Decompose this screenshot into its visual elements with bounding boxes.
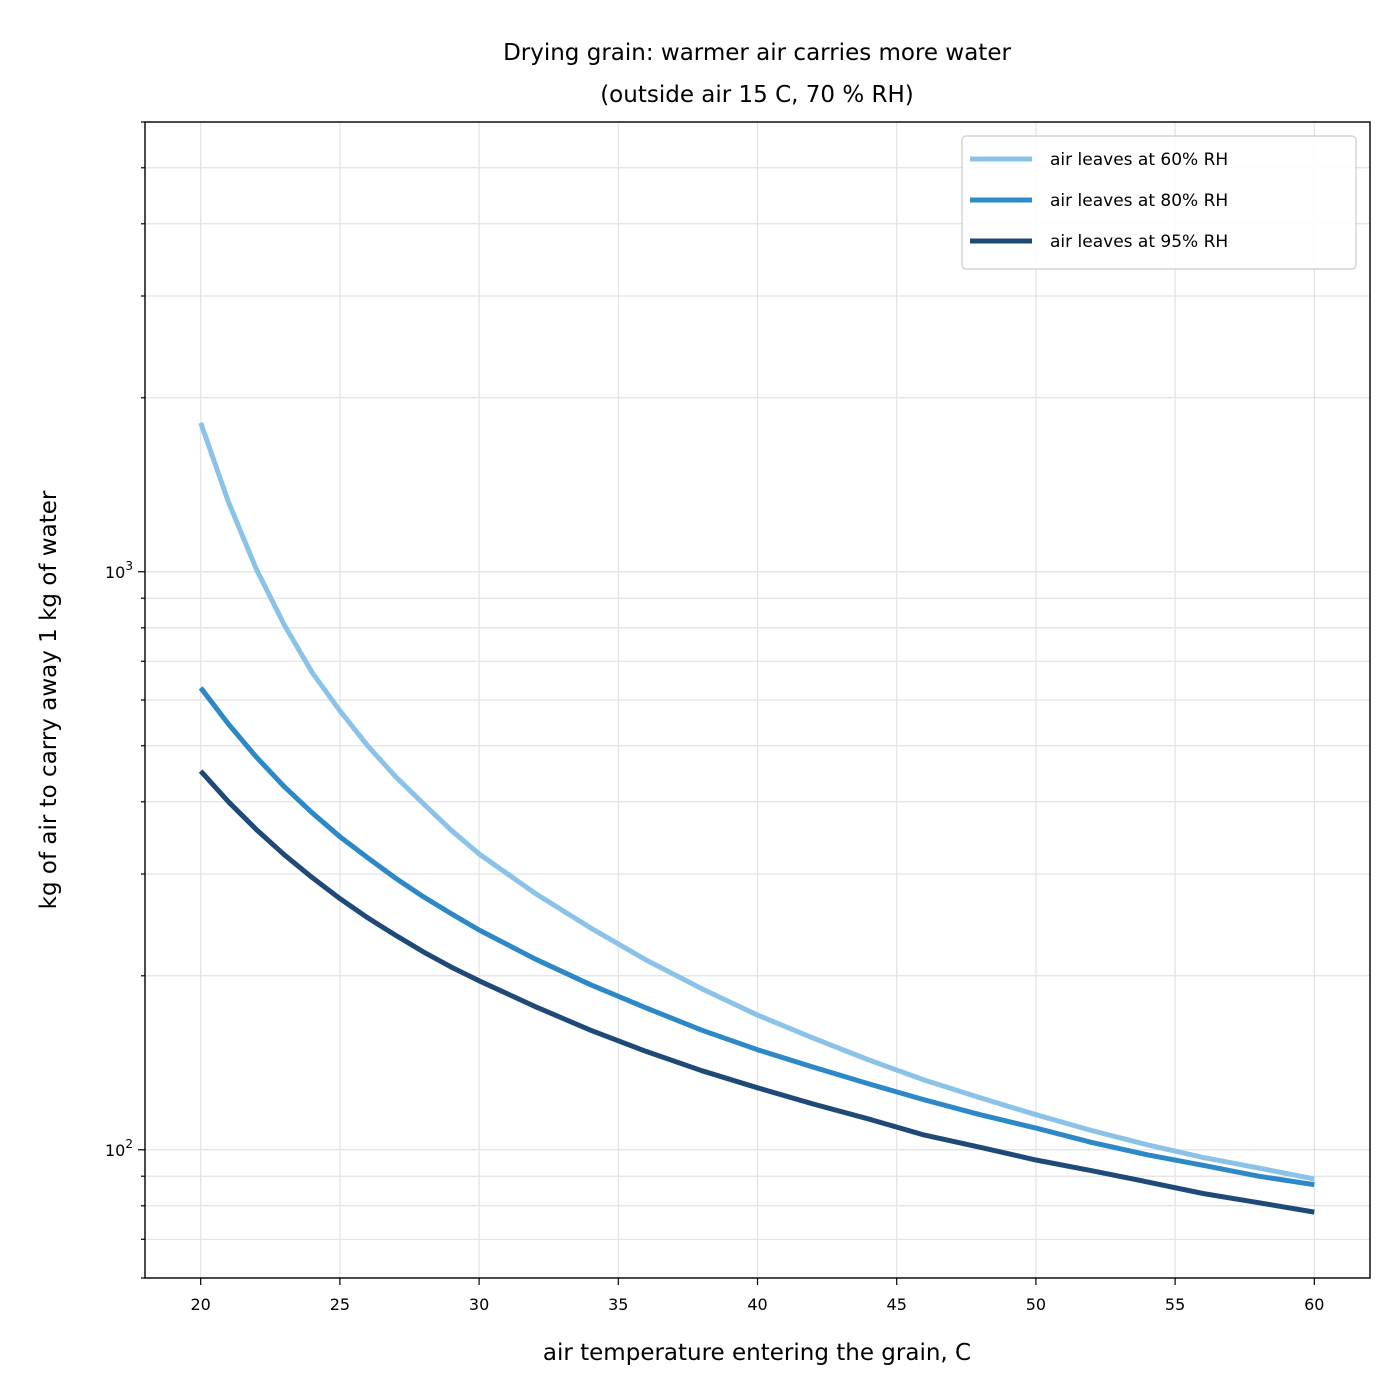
plot-area-frame (144, 121, 1371, 1279)
plot-lines (198, 421, 1315, 1215)
y-tick-label: 103 (105, 559, 133, 582)
legend-label: air leaves at 60% RH (1050, 150, 1228, 170)
x-tick-label: 55 (1165, 1295, 1185, 1314)
x-tick-label: 50 (1026, 1295, 1046, 1314)
series-line-3 (198, 769, 1315, 1215)
x-tick-label: 20 (191, 1295, 211, 1314)
chart-title: Drying grain: warmer air carries more wa… (503, 40, 1011, 108)
y-tick-label: 102 (105, 1137, 133, 1160)
x-tick-label: 25 (330, 1295, 350, 1314)
axis-ticks: 20 25 30 35 40 45 50 55 60 102 103 (105, 121, 1324, 1314)
legend: air leaves at 60% RH air leaves at 80% RH… (961, 135, 1357, 270)
x-axis-label: air temperature entering the grain, C (543, 1340, 971, 1366)
x-tick-label: 30 (469, 1295, 489, 1314)
chart-title-line-2: (outside air 15 C, 70 % RH) (600, 82, 914, 108)
legend-box (961, 135, 1357, 270)
x-tick-label: 60 (1304, 1295, 1324, 1314)
series-line-1 (198, 421, 1315, 1182)
x-tick-label: 35 (608, 1295, 628, 1314)
y-axis-label: kg of air to carry away 1 kg of water (36, 490, 62, 909)
series-line-2 (198, 686, 1315, 1188)
chart-title-line-1: Drying grain: warmer air carries more wa… (503, 40, 1011, 66)
legend-label: air leaves at 80% RH (1050, 191, 1228, 211)
legend-label: air leaves at 95% RH (1050, 232, 1228, 252)
x-tick-label: 45 (887, 1295, 907, 1314)
grid (145, 121, 1370, 1279)
x-tick-label: 40 (747, 1295, 767, 1314)
